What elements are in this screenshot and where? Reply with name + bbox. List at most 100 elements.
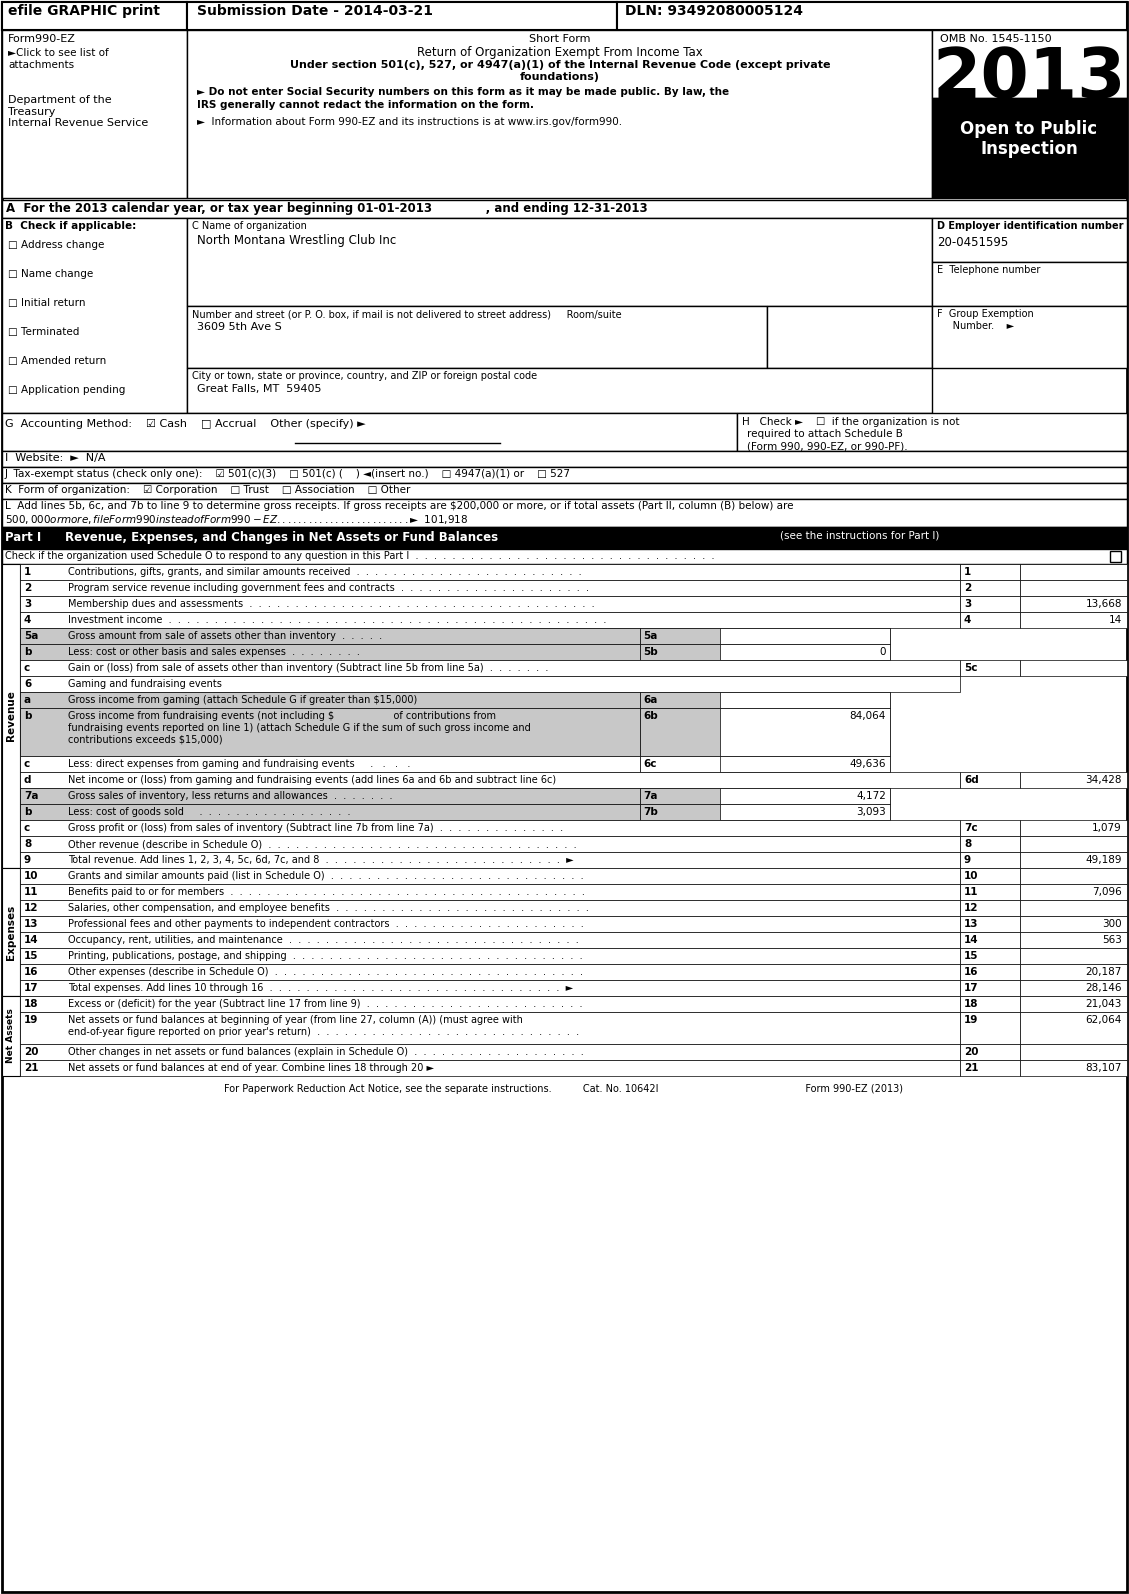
Text: 4,172: 4,172 bbox=[856, 791, 886, 802]
Text: 12: 12 bbox=[24, 902, 38, 913]
Bar bbox=[20, 676, 960, 692]
Text: a: a bbox=[24, 695, 32, 705]
Bar bbox=[2, 2, 1127, 30]
Text: Revenue, Expenses, and Changes in Net Assets or Fund Balances: Revenue, Expenses, and Changes in Net As… bbox=[65, 531, 498, 544]
Text: Under section 501(c), 527, or 4947(a)(1) of the Internal Revenue Code (except pr: Under section 501(c), 527, or 4947(a)(1)… bbox=[290, 61, 830, 70]
Bar bbox=[20, 564, 960, 580]
Text: Gain or (loss) from sale of assets other than inventory (Subtract line 5b from l: Gain or (loss) from sale of assets other… bbox=[68, 663, 549, 673]
Bar bbox=[1019, 1060, 1127, 1076]
Bar bbox=[187, 30, 933, 198]
Bar bbox=[2, 451, 1127, 467]
Text: 49,189: 49,189 bbox=[1085, 854, 1122, 866]
Text: 7b: 7b bbox=[644, 807, 658, 818]
Bar bbox=[640, 756, 890, 771]
Text: 10: 10 bbox=[24, 870, 38, 881]
Bar bbox=[20, 660, 960, 676]
Bar bbox=[2, 218, 187, 413]
Text: □ Amended return: □ Amended return bbox=[8, 355, 106, 367]
Bar bbox=[960, 1012, 1019, 1044]
Bar bbox=[720, 803, 890, 819]
Bar bbox=[960, 901, 1019, 917]
Text: Contributions, gifts, grants, and similar amounts received  .  .  .  .  .  .  . : Contributions, gifts, grants, and simila… bbox=[68, 567, 581, 577]
Text: 0: 0 bbox=[879, 647, 886, 657]
Text: 16: 16 bbox=[964, 968, 979, 977]
Text: Gross profit or (loss) from sales of inventory (Subtract line 7b from line 7a)  : Gross profit or (loss) from sales of inv… bbox=[68, 823, 563, 834]
Bar bbox=[2, 869, 20, 996]
Bar bbox=[20, 917, 960, 932]
Bar bbox=[1019, 564, 1127, 580]
Bar bbox=[20, 771, 960, 787]
Text: IRS generally cannot redact the information on the form.: IRS generally cannot redact the informat… bbox=[196, 100, 534, 110]
Bar bbox=[20, 980, 960, 996]
Text: 14: 14 bbox=[1109, 615, 1122, 625]
Text: 2: 2 bbox=[24, 583, 32, 593]
Text: 49,636: 49,636 bbox=[849, 759, 886, 768]
Bar bbox=[640, 628, 890, 644]
Text: Less: cost of goods sold     .  .  .  .  .  .  .  .  .  .  .  .  .  .  .  .  .: Less: cost of goods sold . . . . . . . .… bbox=[68, 807, 350, 818]
Text: 10: 10 bbox=[964, 870, 979, 881]
Bar bbox=[960, 980, 1019, 996]
Bar bbox=[960, 596, 1019, 612]
Text: Net assets or fund balances at beginning of year (from line 27, column (A)) (mus: Net assets or fund balances at beginning… bbox=[68, 1015, 579, 1036]
Bar bbox=[960, 580, 1019, 596]
Text: 9: 9 bbox=[964, 854, 971, 866]
Bar bbox=[1019, 835, 1127, 853]
Bar bbox=[20, 996, 960, 1012]
Text: D Employer identification number: D Employer identification number bbox=[937, 222, 1123, 231]
Text: Other expenses (describe in Schedule O)  .  .  .  .  .  .  .  .  .  .  .  .  .  : Other expenses (describe in Schedule O) … bbox=[68, 968, 583, 977]
Text: 5b: 5b bbox=[644, 647, 658, 657]
Bar bbox=[1019, 596, 1127, 612]
Text: 7c: 7c bbox=[964, 823, 978, 834]
Bar bbox=[933, 30, 1127, 97]
Bar bbox=[1019, 980, 1127, 996]
Text: Revenue: Revenue bbox=[6, 690, 16, 741]
Bar bbox=[933, 218, 1127, 261]
Text: DLN: 93492080005124: DLN: 93492080005124 bbox=[625, 5, 803, 18]
Bar bbox=[20, 885, 960, 901]
Text: Membership dues and assessments  .  .  .  .  .  .  .  .  .  .  .  .  .  .  .  . : Membership dues and assessments . . . . … bbox=[68, 599, 595, 609]
Text: Total revenue. Add lines 1, 2, 3, 4, 5c, 6d, 7c, and 8  .  .  .  .  .  .  .  .  : Total revenue. Add lines 1, 2, 3, 4, 5c,… bbox=[68, 854, 574, 866]
Bar bbox=[1019, 612, 1127, 628]
Bar bbox=[1019, 1044, 1127, 1060]
Bar bbox=[187, 306, 767, 368]
Text: 28,146: 28,146 bbox=[1085, 983, 1122, 993]
Bar bbox=[960, 771, 1019, 787]
Text: □ Name change: □ Name change bbox=[8, 269, 94, 279]
Text: Printing, publications, postage, and shipping  .  .  .  .  .  .  .  .  .  .  .  : Printing, publications, postage, and shi… bbox=[68, 952, 583, 961]
Text: Salaries, other compensation, and employee benefits  .  .  .  .  .  .  .  .  .  : Salaries, other compensation, and employ… bbox=[68, 902, 589, 913]
Text: 4: 4 bbox=[24, 615, 32, 625]
Bar bbox=[960, 932, 1019, 948]
Text: 5a: 5a bbox=[644, 631, 657, 641]
Bar bbox=[187, 368, 933, 413]
Bar bbox=[960, 1044, 1019, 1060]
Text: 83,107: 83,107 bbox=[1086, 1063, 1122, 1073]
Bar bbox=[640, 803, 890, 819]
Bar bbox=[933, 261, 1127, 306]
Text: 5a: 5a bbox=[24, 631, 38, 641]
Text: 3: 3 bbox=[24, 599, 32, 609]
Text: Investment income  .  .  .  .  .  .  .  .  .  .  .  .  .  .  .  .  .  .  .  .  .: Investment income . . . . . . . . . . . … bbox=[68, 615, 606, 625]
Text: □ Address change: □ Address change bbox=[8, 241, 104, 250]
Text: □ Terminated: □ Terminated bbox=[8, 327, 79, 336]
Bar bbox=[1019, 580, 1127, 596]
Text: 20: 20 bbox=[964, 1047, 979, 1057]
Text: Total expenses. Add lines 10 through 16  .  .  .  .  .  .  .  .  .  .  .  .  .  : Total expenses. Add lines 10 through 16 … bbox=[68, 983, 574, 993]
Text: 11: 11 bbox=[964, 886, 979, 897]
Text: □ Application pending: □ Application pending bbox=[8, 386, 125, 395]
Bar bbox=[2, 30, 187, 198]
Bar bbox=[1019, 964, 1127, 980]
Text: 14: 14 bbox=[964, 936, 979, 945]
Text: 5c: 5c bbox=[964, 663, 978, 673]
Text: (Form 990, 990-EZ, or 990-PF).: (Form 990, 990-EZ, or 990-PF). bbox=[747, 442, 908, 451]
Text: (see the instructions for Part I): (see the instructions for Part I) bbox=[780, 531, 939, 540]
Text: Less: direct expenses from gaming and fundraising events     .   .   .   .: Less: direct expenses from gaming and fu… bbox=[68, 759, 410, 768]
Text: For Paperwork Reduction Act Notice, see the separate instructions.          Cat.: For Paperwork Reduction Act Notice, see … bbox=[225, 1084, 903, 1093]
Bar bbox=[2, 483, 1127, 499]
Text: OMB No. 1545-1150: OMB No. 1545-1150 bbox=[940, 33, 1051, 45]
Bar bbox=[2, 564, 20, 869]
Text: 3,093: 3,093 bbox=[856, 807, 886, 818]
Text: Department of the
Treasury
Internal Revenue Service: Department of the Treasury Internal Reve… bbox=[8, 96, 148, 128]
Bar bbox=[20, 1044, 960, 1060]
Text: 17: 17 bbox=[964, 983, 979, 993]
Text: 11: 11 bbox=[24, 886, 38, 897]
